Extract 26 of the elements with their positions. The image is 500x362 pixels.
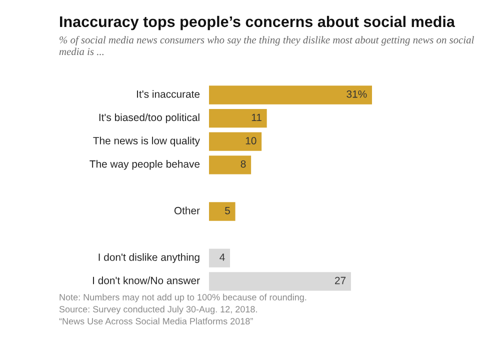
text: “News Use Across Social Media Platforms 2018” [59, 318, 253, 324]
y-tick-label: Other [174, 206, 200, 214]
data-label: 10 [246, 137, 256, 144]
y-tick-label: The news is low quality [93, 136, 200, 146]
bar [209, 108, 267, 128]
chart-subtitle: % of social media news consumers who say the thing they dislike most about getting news on social media is ... [59, 36, 474, 56]
data-label: 5 [225, 207, 230, 214]
bar [209, 248, 230, 268]
bar [209, 272, 351, 291]
data-label: 11 [252, 114, 262, 121]
y-tick-label: The way people behave [90, 160, 200, 170]
data-label: 31% [346, 90, 367, 98]
y-tick-label: I don't dislike anything [98, 253, 200, 263]
y-tick-label: It's biased/too political [99, 113, 200, 124]
bar [209, 132, 262, 151]
bar [209, 86, 372, 104]
y-tick-label: I don't know/No answer [93, 276, 200, 284]
chart-title: Inaccuracy tops people’s concerns about social media [60, 16, 456, 30]
text: Note: Numbers may not add up to 100% because of rounding. [60, 294, 306, 302]
data-label: 27 [335, 276, 346, 284]
data-label: 8 [240, 160, 246, 168]
source-note: Source: Survey conducted July 30-Aug. 12, 2018. [59, 306, 257, 314]
bar [209, 202, 236, 221]
data-label: 4 [220, 254, 225, 261]
y-tick-label: It's inaccurate [137, 90, 200, 98]
bar [209, 156, 252, 174]
